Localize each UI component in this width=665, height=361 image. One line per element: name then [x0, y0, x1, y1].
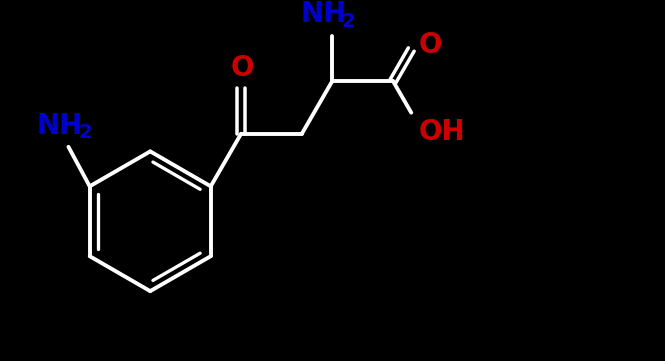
- Text: NH: NH: [36, 112, 82, 140]
- Text: NH: NH: [300, 0, 346, 28]
- Text: OH: OH: [418, 118, 465, 145]
- Text: O: O: [231, 54, 254, 82]
- Text: O: O: [418, 31, 442, 58]
- Text: 2: 2: [78, 123, 92, 142]
- Text: 2: 2: [342, 12, 356, 31]
